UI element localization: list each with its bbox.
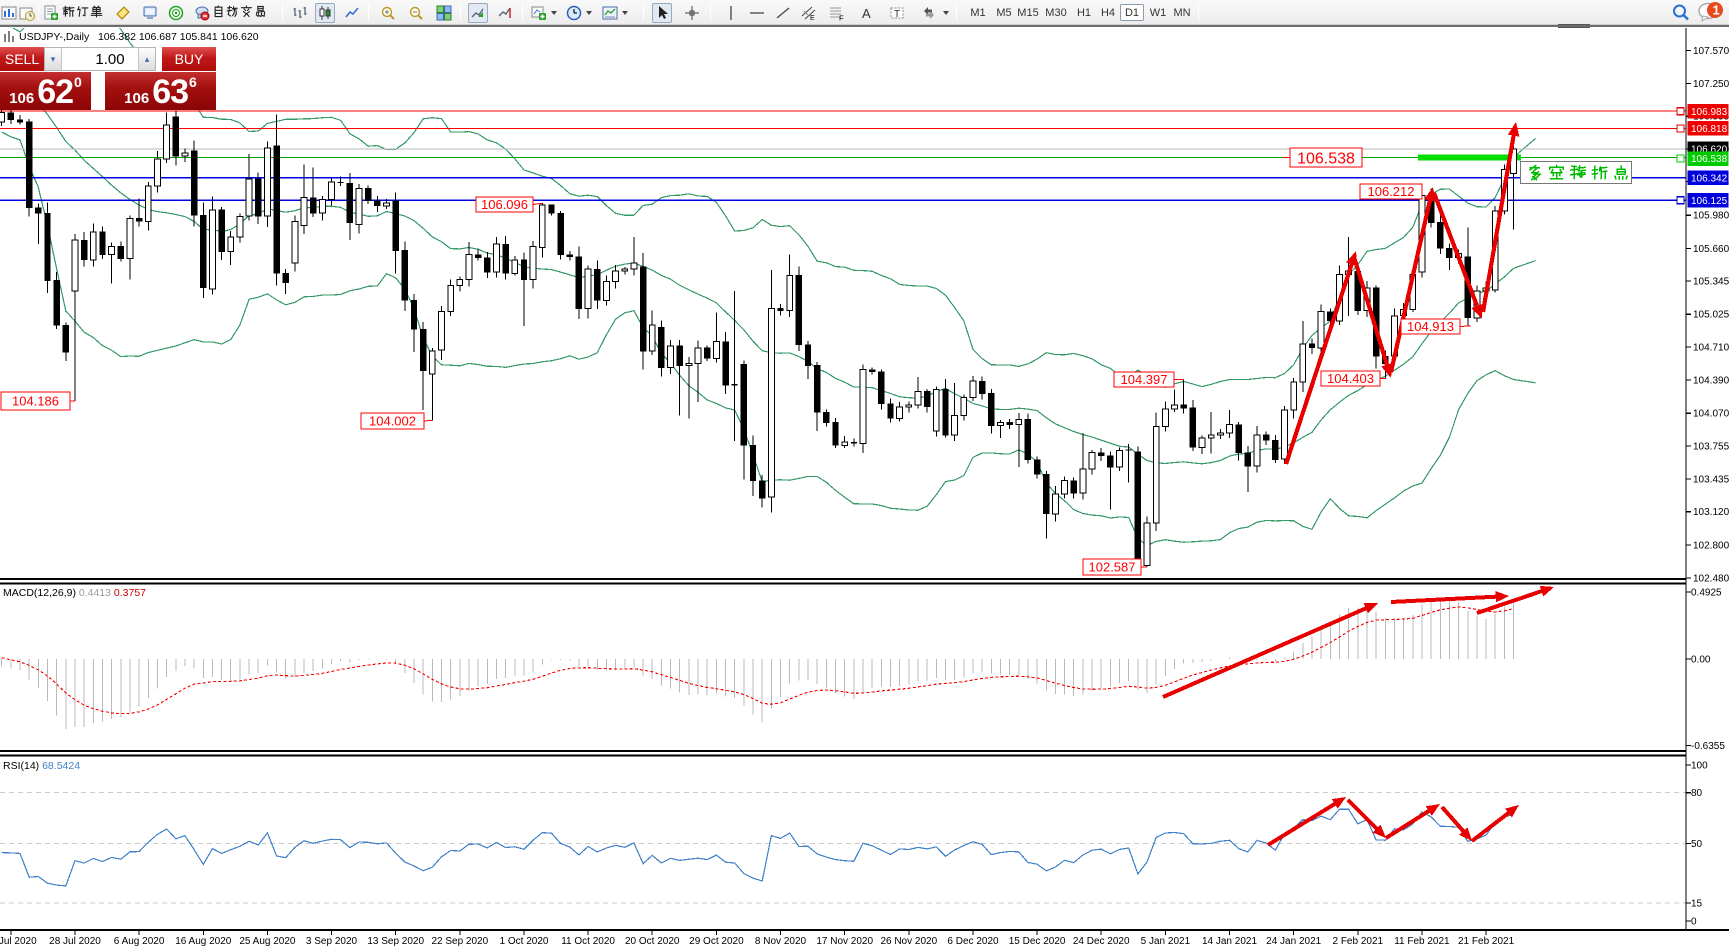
svg-text:22 Sep 2020: 22 Sep 2020 (431, 936, 488, 947)
svg-text:24 Jan 2021: 24 Jan 2021 (1266, 936, 1321, 947)
svg-text:80: 80 (1691, 788, 1703, 799)
svg-text:107.570: 107.570 (1693, 46, 1729, 57)
svg-text:106.096: 106.096 (481, 197, 528, 212)
svg-text:106.212: 106.212 (1368, 184, 1415, 199)
svg-text:104.002: 104.002 (369, 414, 416, 429)
svg-text:106.342: 106.342 (1691, 173, 1728, 184)
svg-text:105.345: 105.345 (1693, 277, 1729, 288)
svg-text:11 Feb 2021: 11 Feb 2021 (1394, 936, 1450, 947)
svg-text:11 Oct 2020: 11 Oct 2020 (561, 936, 615, 947)
svg-text:20 Jul 2020: 20 Jul 2020 (0, 936, 37, 947)
svg-text:105.980: 105.980 (1693, 211, 1729, 222)
svg-text:-0.6355: -0.6355 (1691, 741, 1725, 752)
svg-text:103.755: 103.755 (1693, 441, 1729, 452)
svg-text:15 Dec 2020: 15 Dec 2020 (1009, 936, 1066, 947)
svg-text:102.800: 102.800 (1693, 540, 1729, 551)
svg-text:102.480: 102.480 (1693, 574, 1729, 585)
svg-text:USDJPY-,Daily 106.382 106.68: USDJPY-,Daily 106.382 106.687 105.841 10… (19, 31, 259, 43)
svg-text:17 Nov 2020: 17 Nov 2020 (816, 936, 873, 947)
svg-text:104.913: 104.913 (1407, 319, 1454, 334)
svg-text:0: 0 (1691, 917, 1697, 928)
svg-text:100: 100 (1691, 761, 1708, 772)
svg-text:6 Dec 2020: 6 Dec 2020 (947, 936, 999, 947)
svg-text:106.125: 106.125 (1691, 196, 1728, 207)
svg-text:106.538: 106.538 (1297, 150, 1355, 167)
svg-text:16 Aug 2020: 16 Aug 2020 (175, 936, 232, 947)
svg-text:106.538: 106.538 (1691, 154, 1728, 165)
svg-text:T: T (894, 9, 900, 20)
svg-text:14 Jan 2021: 14 Jan 2021 (1202, 936, 1257, 947)
svg-text:103.435: 103.435 (1693, 475, 1729, 486)
svg-text:1 Oct 2020: 1 Oct 2020 (500, 936, 549, 947)
svg-text:104.710: 104.710 (1693, 342, 1729, 353)
svg-text:28 Jul 2020: 28 Jul 2020 (49, 936, 101, 947)
svg-text:RSI(14) 68.5424: RSI(14) 68.5424 (3, 760, 80, 772)
svg-text:F: F (839, 14, 844, 22)
svg-text:104.397: 104.397 (1121, 372, 1168, 387)
svg-text:104.186: 104.186 (12, 394, 59, 409)
svg-text:2 Feb 2021: 2 Feb 2021 (1332, 936, 1383, 947)
svg-text:A: A (862, 6, 871, 21)
svg-text:103.120: 103.120 (1693, 507, 1729, 518)
svg-text:1: 1 (1713, 3, 1720, 18)
svg-text:15: 15 (1691, 899, 1703, 910)
svg-text:104.403: 104.403 (1327, 371, 1374, 386)
svg-text:29 Oct 2020: 29 Oct 2020 (689, 936, 744, 947)
svg-text:50: 50 (1691, 839, 1703, 850)
svg-text:E: E (810, 15, 815, 21)
svg-text:105.025: 105.025 (1693, 310, 1729, 321)
svg-text:5 Jan 2021: 5 Jan 2021 (1141, 936, 1191, 947)
svg-text:106.983: 106.983 (1691, 107, 1728, 118)
svg-text:20 Oct 2020: 20 Oct 2020 (625, 936, 680, 947)
svg-text:0.4925: 0.4925 (1691, 588, 1722, 599)
svg-text:6 Aug 2020: 6 Aug 2020 (114, 936, 165, 947)
svg-text:106.818: 106.818 (1691, 124, 1728, 135)
svg-text:25 Aug 2020: 25 Aug 2020 (239, 936, 296, 947)
svg-text:MACD(12,26,9) 0.4413 0.3757: MACD(12,26,9) 0.4413 0.3757 (3, 587, 146, 599)
svg-text:8 Nov 2020: 8 Nov 2020 (755, 936, 807, 947)
svg-text:104.070: 104.070 (1693, 409, 1729, 420)
svg-text:102.587: 102.587 (1089, 560, 1136, 575)
svg-text:107.250: 107.250 (1693, 79, 1729, 90)
svg-text:104.390: 104.390 (1693, 376, 1729, 387)
svg-text:26 Nov 2020: 26 Nov 2020 (880, 936, 937, 947)
svg-text:24 Dec 2020: 24 Dec 2020 (1073, 936, 1130, 947)
svg-text:13 Sep 2020: 13 Sep 2020 (367, 936, 424, 947)
svg-text:106.620: 106.620 (1691, 145, 1728, 156)
svg-text:105.660: 105.660 (1693, 244, 1729, 255)
svg-text:21 Feb 2021: 21 Feb 2021 (1458, 936, 1515, 947)
svg-text:0.00: 0.00 (1691, 655, 1711, 666)
svg-text:3 Sep 2020: 3 Sep 2020 (306, 936, 358, 947)
